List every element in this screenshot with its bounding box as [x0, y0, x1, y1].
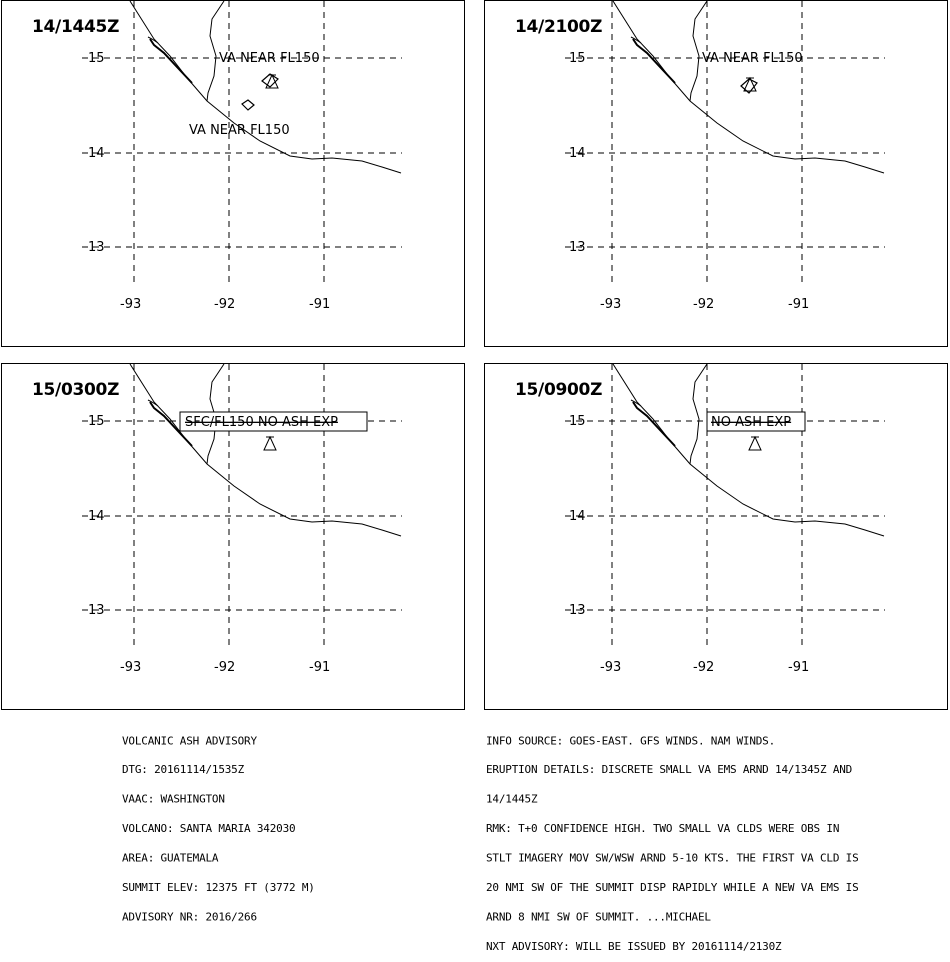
no-ash-box [706, 411, 806, 432]
advisory-line: VOLCANO: SANTA MARIA 342030 [122, 822, 296, 836]
ash-area-polygon [740, 78, 758, 94]
graticule [82, 1, 402, 286]
ash-label-1: VA NEAR FL150 [702, 51, 803, 66]
lon-tick-91: -91 [788, 660, 809, 675]
advisory-line: SUMMIT ELEV: 12375 FT (3772 M) [122, 881, 315, 894]
advisory-remarks-text: INFO SOURCE: GOES-EAST. GFS WINDS. NAM W… [486, 717, 859, 962]
no-ash-label: NO ASH EXP [711, 415, 791, 430]
graticule [565, 364, 885, 649]
map-panel-4: NO ASH EXP 15 14 13 -93 -92 -91 15/0900Z [484, 363, 948, 710]
map-panel-3: SFC/FL150 NO ASH EXP 15 14 13 -93 -92 -9… [1, 363, 465, 710]
lat-tick-15: 15 [88, 51, 105, 66]
volcano-icon [748, 435, 762, 451]
lat-tick-15: 15 [88, 414, 105, 429]
advisory-line: 20 NMI SW OF THE SUMMIT DISP RAPIDLY WHI… [486, 881, 859, 894]
advisory-line: RMK: T+0 CONFIDENCE HIGH. TWO SMALL VA C… [486, 822, 840, 836]
advisory-line: ADVISORY NR: 2016/266 [122, 910, 257, 924]
lat-tick-15: 15 [569, 51, 586, 66]
lon-tick-93: -93 [120, 297, 141, 312]
lon-tick-91: -91 [309, 660, 330, 675]
graticule [82, 364, 402, 649]
coastline [612, 364, 885, 537]
advisory-line: NXT ADVISORY: WILL BE ISSUED BY 20161114… [486, 940, 782, 953]
map-svg: SFC/FL150 NO ASH EXP 15 14 13 -93 -92 -9… [82, 364, 402, 675]
panel-title: 15/0300Z [32, 380, 120, 400]
ash-area-polygon [241, 73, 279, 111]
advisory-line: DTG: 20161114/1535Z [122, 764, 245, 777]
lat-tick-14: 14 [88, 509, 105, 524]
no-ash-label: SFC/FL150 NO ASH EXP [185, 415, 338, 430]
map-svg: VA NEAR FL150 15 14 13 -93 -92 -91 [565, 1, 885, 312]
map-svg: VA NEAR FL150 VA NEAR FL150 15 14 13 -93… [82, 1, 402, 312]
panel-title: 14/2100Z [515, 17, 603, 37]
map-panel-2: VA NEAR FL150 15 14 13 -93 -92 -91 14/21… [484, 0, 948, 347]
lon-tick-92: -92 [693, 660, 714, 675]
lat-tick-14: 14 [569, 509, 586, 524]
lon-tick-91: -91 [788, 297, 809, 312]
advisory-line: AREA: GUATEMALA [122, 852, 219, 865]
lon-tick-93: -93 [600, 660, 621, 675]
advisory-line: 14/1445Z [486, 793, 538, 806]
lat-tick-13: 13 [88, 240, 105, 255]
graticule [565, 1, 885, 286]
ash-label-2: VA NEAR FL150 [189, 123, 290, 138]
advisory-line: INFO SOURCE: GOES-EAST. GFS WINDS. NAM W… [486, 734, 776, 748]
lat-tick-13: 13 [569, 603, 586, 618]
lat-tick-14: 14 [88, 146, 105, 161]
advisory-line: VAAC: WASHINGTON [122, 793, 225, 806]
lat-tick-13: 13 [569, 240, 586, 255]
advisory-line: STLT IMAGERY MOV SW/WSW ARND 5-10 KTS. T… [486, 852, 859, 865]
advisory-line: VOLCANIC ASH ADVISORY [122, 734, 257, 748]
coastline [129, 1, 402, 174]
advisory-line: ARND 8 NMI SW OF SUMMIT. ...MICHAEL [486, 910, 711, 924]
lat-tick-15: 15 [569, 414, 586, 429]
ash-label-1: VA NEAR FL150 [219, 51, 320, 66]
lon-tick-91: -91 [309, 297, 330, 312]
coastline [612, 1, 885, 174]
lon-tick-92: -92 [214, 297, 235, 312]
lon-tick-92: -92 [214, 660, 235, 675]
panel-title: 15/0900Z [515, 380, 603, 400]
map-svg: NO ASH EXP 15 14 13 -93 -92 -91 [565, 364, 885, 675]
advisory-line: ERUPTION DETAILS: DISCRETE SMALL VA EMS … [486, 764, 853, 777]
map-panel-1: VA NEAR FL150 VA NEAR FL150 15 14 13 -93… [1, 0, 465, 347]
lat-tick-14: 14 [569, 146, 586, 161]
lon-tick-93: -93 [600, 297, 621, 312]
no-ash-box [179, 411, 368, 432]
panel-title: 14/1445Z [32, 17, 120, 37]
lon-tick-93: -93 [120, 660, 141, 675]
advisory-header-text: VOLCANIC ASH ADVISORY DTG: 20161114/1535… [122, 717, 315, 932]
volcano-icon [263, 435, 277, 451]
lat-tick-13: 13 [88, 603, 105, 618]
lon-tick-92: -92 [693, 297, 714, 312]
